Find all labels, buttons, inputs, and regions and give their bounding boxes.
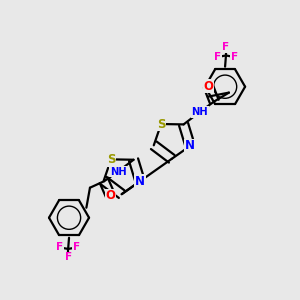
Text: F: F [73,242,80,253]
Text: F: F [222,42,230,52]
Text: O: O [203,80,213,93]
Text: S: S [107,153,115,166]
Text: NH: NH [191,107,208,117]
Text: N: N [185,140,195,152]
Text: N: N [135,175,145,188]
Text: F: F [64,252,72,262]
Text: S: S [157,118,165,130]
Text: F: F [231,52,238,62]
Text: F: F [214,52,221,62]
Text: NH: NH [110,167,126,176]
Text: O: O [106,190,116,202]
Text: F: F [56,242,64,253]
